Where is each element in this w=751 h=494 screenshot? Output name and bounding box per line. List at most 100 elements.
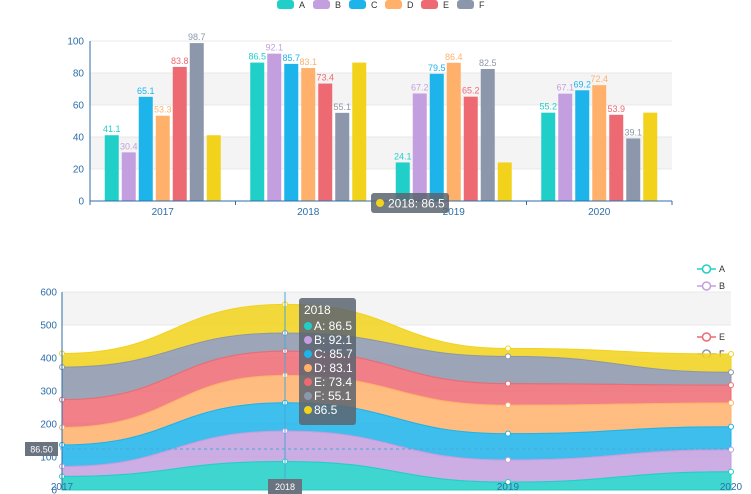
bar-F-2018[interactable] xyxy=(335,112,350,201)
bar-y-tick-label: 40 xyxy=(73,133,85,144)
area-point-D xyxy=(505,402,511,409)
bar-D-2020[interactable] xyxy=(592,85,607,201)
bar-C-2018[interactable] xyxy=(284,63,299,201)
bar-data-label: 53.3 xyxy=(154,105,172,115)
bar-chart-data-labels: 41.1 30.4 65.1 53.3 83.8 98.7 86.592.185.7 83.1… xyxy=(103,32,642,161)
area-tooltip-marker xyxy=(304,336,312,344)
bar-data-label: 83.8 xyxy=(171,56,189,66)
bar-data-label: 83.1 xyxy=(299,57,317,67)
area-legend-marker-E[interactable] xyxy=(701,332,712,342)
area-tooltip-marker xyxy=(304,406,312,414)
crosshair-x-label-box xyxy=(268,479,302,494)
bar-F-2020[interactable] xyxy=(626,138,641,201)
area-point-B xyxy=(505,456,511,463)
bar-legend-swatch-B[interactable] xyxy=(313,0,330,9)
bar-chart-legend[interactable]: A B C D E F xyxy=(277,0,485,10)
bar-extra-2020[interactable] xyxy=(643,112,658,201)
bar-E-2020[interactable] xyxy=(609,114,624,201)
bar-C-2019[interactable] xyxy=(429,73,444,201)
bar-y-tick-label: 60 xyxy=(73,101,85,112)
bar-chart-bars[interactable] xyxy=(104,43,658,202)
bar-chart-grid xyxy=(90,40,672,202)
bar-x-tick-label: 2020 xyxy=(588,207,611,218)
bar-E-2019[interactable] xyxy=(463,96,478,201)
bar-C-2020[interactable] xyxy=(575,90,590,201)
bar-x-tick-label: 2019 xyxy=(443,207,466,218)
area-y-tick-label: 300 xyxy=(40,387,57,398)
bar-data-label: 79.5 xyxy=(428,63,446,73)
area-point-A xyxy=(505,479,511,486)
area-point-D xyxy=(728,399,734,406)
area-tooltip-row: 86.5 xyxy=(314,403,338,417)
bar-E-2018[interactable] xyxy=(318,83,333,201)
bar-B-2019[interactable] xyxy=(412,93,427,201)
crosshair-y-label-box xyxy=(25,442,58,456)
area-tooltip-row: A: 86.5 xyxy=(314,319,352,333)
bar-data-label: 98.7 xyxy=(188,32,206,42)
bar-A-2018[interactable] xyxy=(250,62,265,201)
bar-y-tick-label: 100 xyxy=(67,37,84,48)
bar-data-label: 65.1 xyxy=(137,86,155,96)
bar-extra-2019[interactable] xyxy=(497,162,512,201)
bar-data-label: 65.2 xyxy=(462,86,480,96)
area-legend-label-E[interactable]: E xyxy=(719,332,725,342)
bar-B-2020[interactable] xyxy=(558,93,573,201)
bar-legend-label-C[interactable]: C xyxy=(371,0,378,10)
area-y-tick-label: 100 xyxy=(40,453,57,464)
area-tooltip-box xyxy=(299,298,356,425)
bar-D-2018[interactable] xyxy=(301,68,316,201)
bar-legend-swatch-D[interactable] xyxy=(385,0,402,9)
area-chart-tooltip: 2018 A: 86.5B: 92.1C: 85.7D: 83.1E: 73.4… xyxy=(299,298,356,425)
area-chart-areas[interactable] xyxy=(61,303,732,491)
area-legend-marker-A[interactable] xyxy=(701,264,712,274)
bar-extra-2018[interactable] xyxy=(352,62,367,201)
area-chart-crosshair: 86.50 2018 xyxy=(25,292,731,494)
bar-C-2017[interactable] xyxy=(138,96,153,201)
area-legend-label-B[interactable]: B xyxy=(719,281,725,291)
bar-F-2019[interactable] xyxy=(480,69,495,201)
bar-y-tick-label: 20 xyxy=(73,165,85,176)
bar-legend-label-F[interactable]: F xyxy=(479,0,485,10)
bar-legend-swatch-F[interactable] xyxy=(457,0,474,9)
area-point-B xyxy=(728,446,734,453)
area-point-extra xyxy=(505,345,511,352)
area-y-tick-label: 400 xyxy=(40,354,57,365)
bar-B-2018[interactable] xyxy=(267,53,282,201)
area-tooltip-row: F: 55.1 xyxy=(314,389,352,403)
bar-extra-2017[interactable] xyxy=(206,135,221,201)
bar-D-2017[interactable] xyxy=(155,115,170,201)
crosshair-y-label: 86.50 xyxy=(30,445,53,455)
bar-data-label: 86.5 xyxy=(248,52,266,62)
area-grid-band xyxy=(62,292,731,325)
bar-E-2017[interactable] xyxy=(172,66,187,201)
bar-legend-label-B[interactable]: B xyxy=(335,0,341,10)
area-point-A xyxy=(728,468,734,475)
bar-B-2017[interactable] xyxy=(121,152,136,201)
bar-D-2019[interactable] xyxy=(446,62,461,202)
bar-chart-tooltip: 2018: 86.5 xyxy=(371,193,449,213)
area-legend-label-A[interactable]: A xyxy=(719,264,725,274)
bar-A-2020[interactable] xyxy=(541,112,556,201)
bar-legend-swatch-C[interactable] xyxy=(349,0,366,9)
bar-A-2017[interactable] xyxy=(104,135,119,201)
area-point-F xyxy=(728,369,734,376)
bar-legend-label-E[interactable]: E xyxy=(443,0,449,10)
bar-A-2019[interactable] xyxy=(395,162,410,201)
bar-data-label: 41.1 xyxy=(103,124,121,134)
bar-tooltip-marker xyxy=(376,199,384,207)
bar-data-label: 67.2 xyxy=(411,82,429,92)
area-legend-marker-B[interactable] xyxy=(701,281,712,291)
bar-legend-label-A[interactable]: A xyxy=(299,0,305,10)
bar-F-2017[interactable] xyxy=(189,43,204,201)
area-y-tick-label: 200 xyxy=(40,420,57,431)
bar-data-label: 73.4 xyxy=(316,73,334,83)
bar-grid-band xyxy=(90,137,672,169)
bar-legend-swatch-A[interactable] xyxy=(277,0,294,9)
bar-legend-swatch-E[interactable] xyxy=(421,0,438,9)
area-y-tick-label: 0 xyxy=(51,486,57,494)
bar-data-label: 92.1 xyxy=(265,43,283,53)
area-tooltip-marker xyxy=(304,350,312,358)
bar-legend-label-D[interactable]: D xyxy=(407,0,414,10)
area-point-extra xyxy=(728,351,734,358)
